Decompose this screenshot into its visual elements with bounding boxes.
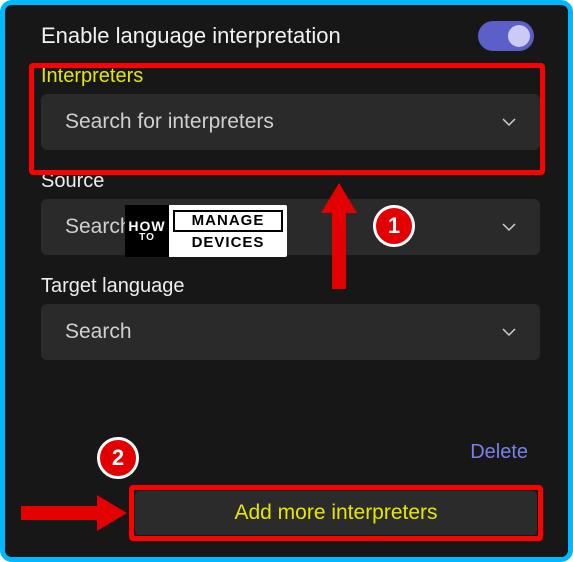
interpreters-placeholder: Search for interpreters (65, 110, 274, 134)
target-label: Target language (41, 275, 540, 298)
chevron-down-icon (500, 218, 518, 236)
source-dropdown[interactable]: Search (41, 199, 540, 255)
interpreters-section: Interpreters Search for interpreters (41, 65, 540, 150)
interpreters-dropdown[interactable]: Search for interpreters (41, 94, 540, 150)
delete-link[interactable]: Delete (470, 441, 528, 464)
enable-interpretation-label: Enable language interpretation (41, 23, 341, 49)
source-section: Source Search (41, 170, 540, 255)
interpreters-label: Interpreters (41, 65, 540, 88)
target-dropdown[interactable]: Search (41, 304, 540, 360)
target-section: Target language Search (41, 275, 540, 360)
add-more-interpreters-button[interactable]: Add more interpreters (135, 491, 537, 535)
toggle-knob (508, 25, 530, 47)
screenshot-frame: Enable language interpretation Interpret… (0, 0, 573, 562)
enable-interpretation-toggle[interactable] (478, 21, 534, 51)
enable-interpretation-row: Enable language interpretation (41, 21, 540, 51)
source-placeholder: Search (65, 215, 132, 239)
settings-panel: Enable language interpretation Interpret… (5, 5, 568, 557)
target-placeholder: Search (65, 320, 132, 344)
source-label: Source (41, 170, 540, 193)
chevron-down-icon (500, 113, 518, 131)
chevron-down-icon (500, 323, 518, 341)
